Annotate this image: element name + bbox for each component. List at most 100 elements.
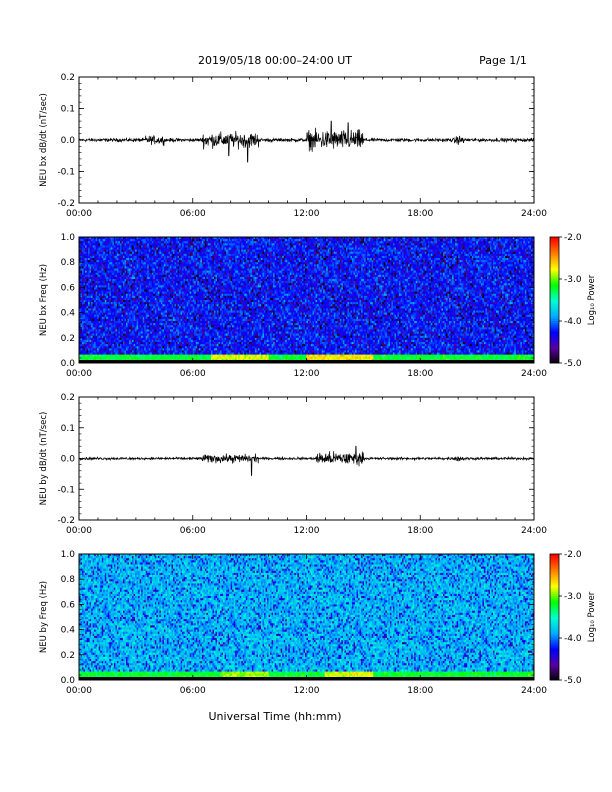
colorbar-segment xyxy=(550,249,559,253)
colorbar-segment xyxy=(550,325,559,328)
colorbar-segment xyxy=(550,577,559,580)
y-tick-label: -0.1 xyxy=(57,168,75,178)
y-tick-label: 0.1 xyxy=(61,105,75,115)
colorbar-segment xyxy=(550,635,559,639)
colorbar-segment xyxy=(550,648,559,651)
colorbar-segment xyxy=(550,675,559,679)
colorbar-segment xyxy=(550,337,559,341)
colorbar-segment xyxy=(550,314,559,318)
colorbar-segment xyxy=(550,344,559,347)
series-line xyxy=(78,445,535,476)
colorbar-segment xyxy=(550,654,559,658)
colorbar-segment xyxy=(550,323,559,326)
colorbar-segment xyxy=(550,255,559,259)
y-tick-label: -0.2 xyxy=(57,516,75,526)
colorbar-segment xyxy=(550,558,559,561)
y-axis-label: NEU by dB/dt (nT/sec) xyxy=(39,412,49,506)
colorbar-segment xyxy=(550,300,559,303)
colorbar-segment xyxy=(550,673,559,677)
colorbar-segment xyxy=(550,631,559,635)
colorbar-segment xyxy=(550,614,559,618)
colorbar-segment xyxy=(550,272,559,276)
colorbar-segment xyxy=(550,360,559,364)
y-tick-label: 0.4 xyxy=(61,626,76,636)
colorbar-segment xyxy=(550,591,559,595)
colorbar-frame xyxy=(549,236,560,364)
colorbar-segment xyxy=(550,617,559,620)
colorbar-segment xyxy=(550,593,559,597)
colorbar-label: Log₁₀ Power xyxy=(587,274,597,325)
colorbar-tick-label: -4.0 xyxy=(564,634,582,644)
colorbar-segment xyxy=(550,352,559,355)
colorbar-segment xyxy=(550,274,559,278)
colorbar-segment xyxy=(550,264,559,267)
colorbar-segment xyxy=(550,302,559,305)
heatmap-cells xyxy=(79,237,535,364)
colorbar-segment xyxy=(550,306,559,309)
colorbar-segment xyxy=(550,608,559,612)
x-tick-label: 00:00 xyxy=(66,686,92,696)
x-tick-label: 12:00 xyxy=(294,209,320,219)
x-tick-label: 06:00 xyxy=(180,526,206,536)
colorbar-segment xyxy=(550,554,559,557)
colorbar-segment xyxy=(550,579,559,582)
colorbar-segment xyxy=(550,285,559,288)
plot-title: 2019/05/18 00:00–24:00 UT xyxy=(198,54,352,67)
colorbar-segment xyxy=(550,251,559,255)
colorbar-segment xyxy=(550,665,559,668)
colorbar-segment xyxy=(550,348,559,351)
colorbar-segment xyxy=(550,247,559,250)
x-tick-label: 24:00 xyxy=(521,526,547,536)
colorbar-segment xyxy=(550,245,559,248)
colorbar-segment xyxy=(550,671,559,675)
colorbar-3: -2.0 -3.0 -4.0 -5.0 Log₁₀ Power xyxy=(549,550,597,686)
x-tick-label: 06:00 xyxy=(180,369,206,379)
colorbar-segment xyxy=(550,570,559,574)
y-tick-label: 0.8 xyxy=(61,258,76,268)
colorbar-segment xyxy=(550,339,559,343)
colorbar-segment xyxy=(550,279,559,282)
colorbar-segment xyxy=(550,239,559,242)
colorbar-segment xyxy=(550,560,559,563)
colorbar-segment xyxy=(550,258,559,261)
y-tick-label: 0.2 xyxy=(61,651,75,661)
colorbar-segment xyxy=(550,318,559,322)
panel-2: -2.0 -3.0 -4.0 -5.0 Log₁₀ Power 00:00 06:00 12:… xyxy=(39,233,597,379)
colorbar-segment xyxy=(550,667,559,670)
colorbar-segment xyxy=(550,589,559,593)
x-tick-label: 24:00 xyxy=(521,209,547,219)
x-tick-label: 12:00 xyxy=(294,369,320,379)
x-tick-label: 06:00 xyxy=(180,209,206,219)
x-tick-label: 24:00 xyxy=(521,369,547,379)
colorbar-segment xyxy=(550,354,559,358)
colorbar-segment xyxy=(550,329,559,332)
x-tick-label: 18:00 xyxy=(407,526,433,536)
colorbar-tick-label: -2.0 xyxy=(564,550,582,560)
colorbar-tick-label: -3.0 xyxy=(564,275,582,285)
colorbar-segment xyxy=(550,659,559,662)
colorbar-segment xyxy=(550,333,559,337)
series-line xyxy=(78,120,535,163)
colorbar-segment xyxy=(550,638,559,641)
colorbar-segment xyxy=(550,621,559,624)
colorbar-segment xyxy=(550,304,559,307)
y-tick-label: -0.2 xyxy=(57,199,75,209)
colorbar-segment xyxy=(550,612,559,616)
y-tick-label: 0.6 xyxy=(61,600,76,610)
y-axis-label: NEU bx dB/dt (nT/sec) xyxy=(39,93,49,187)
colorbar-segment xyxy=(550,585,559,588)
colorbar-segment xyxy=(550,289,559,292)
y-tick-label: -0.1 xyxy=(57,485,75,495)
colorbar-segment xyxy=(550,581,559,584)
panel-4: -2.0 -3.0 -4.0 -5.0 Log₁₀ Power 00:00 06:00 12:… xyxy=(39,550,597,696)
heatmap-cells xyxy=(79,554,535,681)
colorbar-tick-label: -3.0 xyxy=(564,592,582,602)
y-axis-label: NEU bx Freq (Hz) xyxy=(39,264,49,336)
colorbar-segment xyxy=(550,321,559,324)
colorbar-segment xyxy=(550,656,559,660)
colorbar-segment xyxy=(550,356,559,360)
y-tick-label: 0.0 xyxy=(61,136,76,146)
colorbar-segment xyxy=(550,281,559,284)
colorbar-segment xyxy=(550,566,559,570)
x-tick-label: 00:00 xyxy=(66,209,92,219)
